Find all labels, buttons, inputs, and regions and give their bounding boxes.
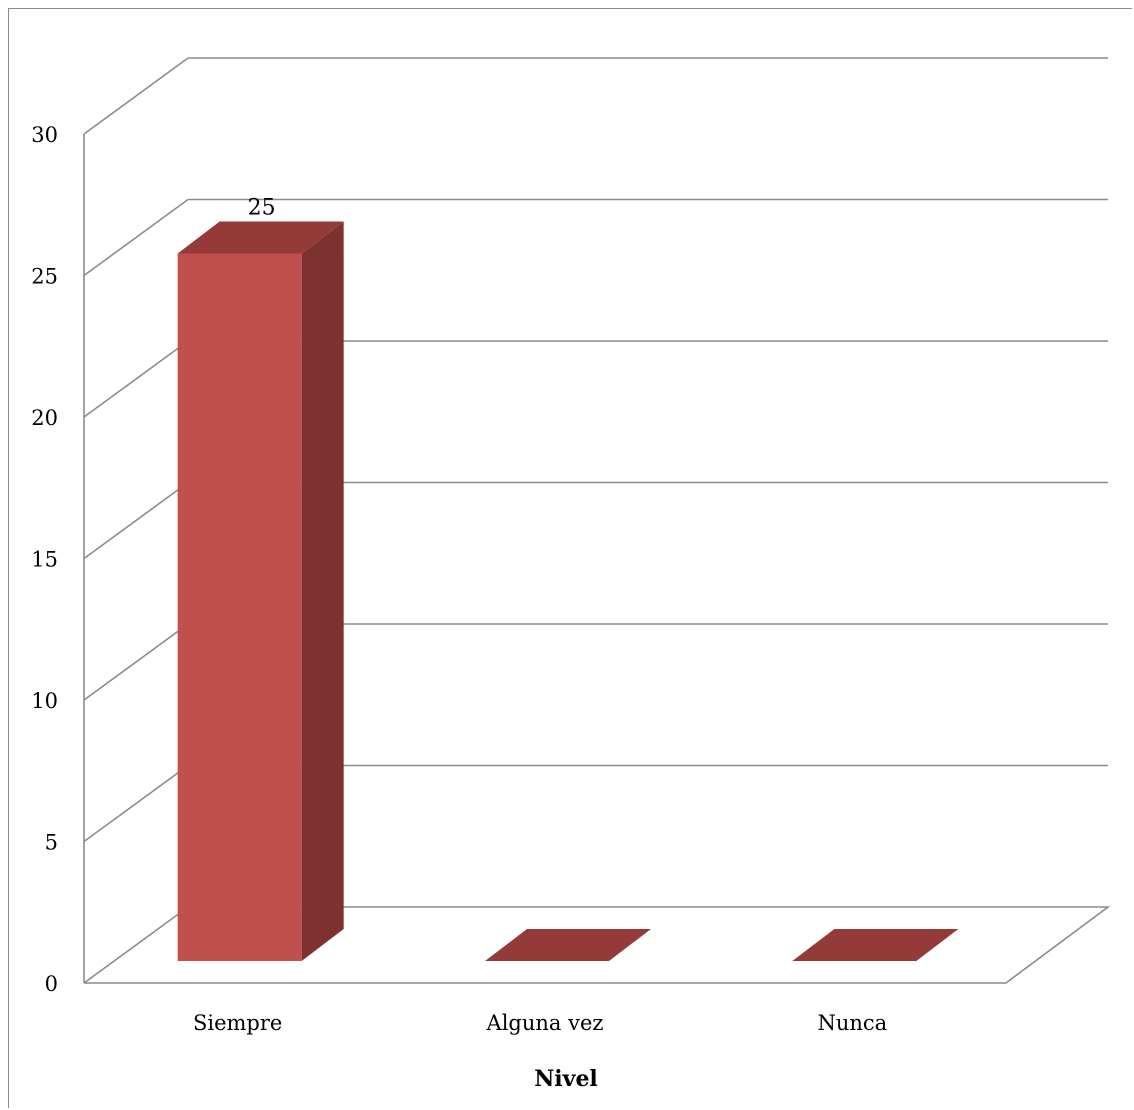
x-tick-label: Alguna vez (486, 1011, 604, 1035)
bar-top (792, 929, 959, 961)
gridline-diagonal (83, 198, 189, 277)
gridline-diagonal (83, 57, 189, 135)
floor-plane (83, 906, 1111, 984)
y-tick-label: 20 (31, 406, 58, 430)
x-tick-label: Siempre (193, 1011, 282, 1035)
y-tick-label: 10 (31, 689, 58, 713)
y-tick-label: 15 (31, 548, 58, 572)
bar-top (177, 221, 344, 254)
gridline-diagonal (83, 764, 189, 843)
x-axis-title: Nivel (534, 1066, 598, 1092)
y-tick-label: 0 (45, 972, 58, 996)
bar-side (301, 221, 344, 961)
y-tick-label: 5 (45, 831, 58, 855)
y-tick-label: 25 (31, 265, 58, 289)
gridline-diagonal (83, 623, 189, 701)
x-tick-label: Nunca (817, 1011, 887, 1035)
bar-top (485, 929, 651, 961)
gridline-diagonal (83, 340, 189, 418)
y-tick-label: 30 (31, 123, 58, 147)
gridline-diagonal (83, 481, 189, 560)
data-label: 25 (248, 196, 276, 221)
bar (177, 253, 302, 961)
chart-frame (8, 8, 1132, 1108)
